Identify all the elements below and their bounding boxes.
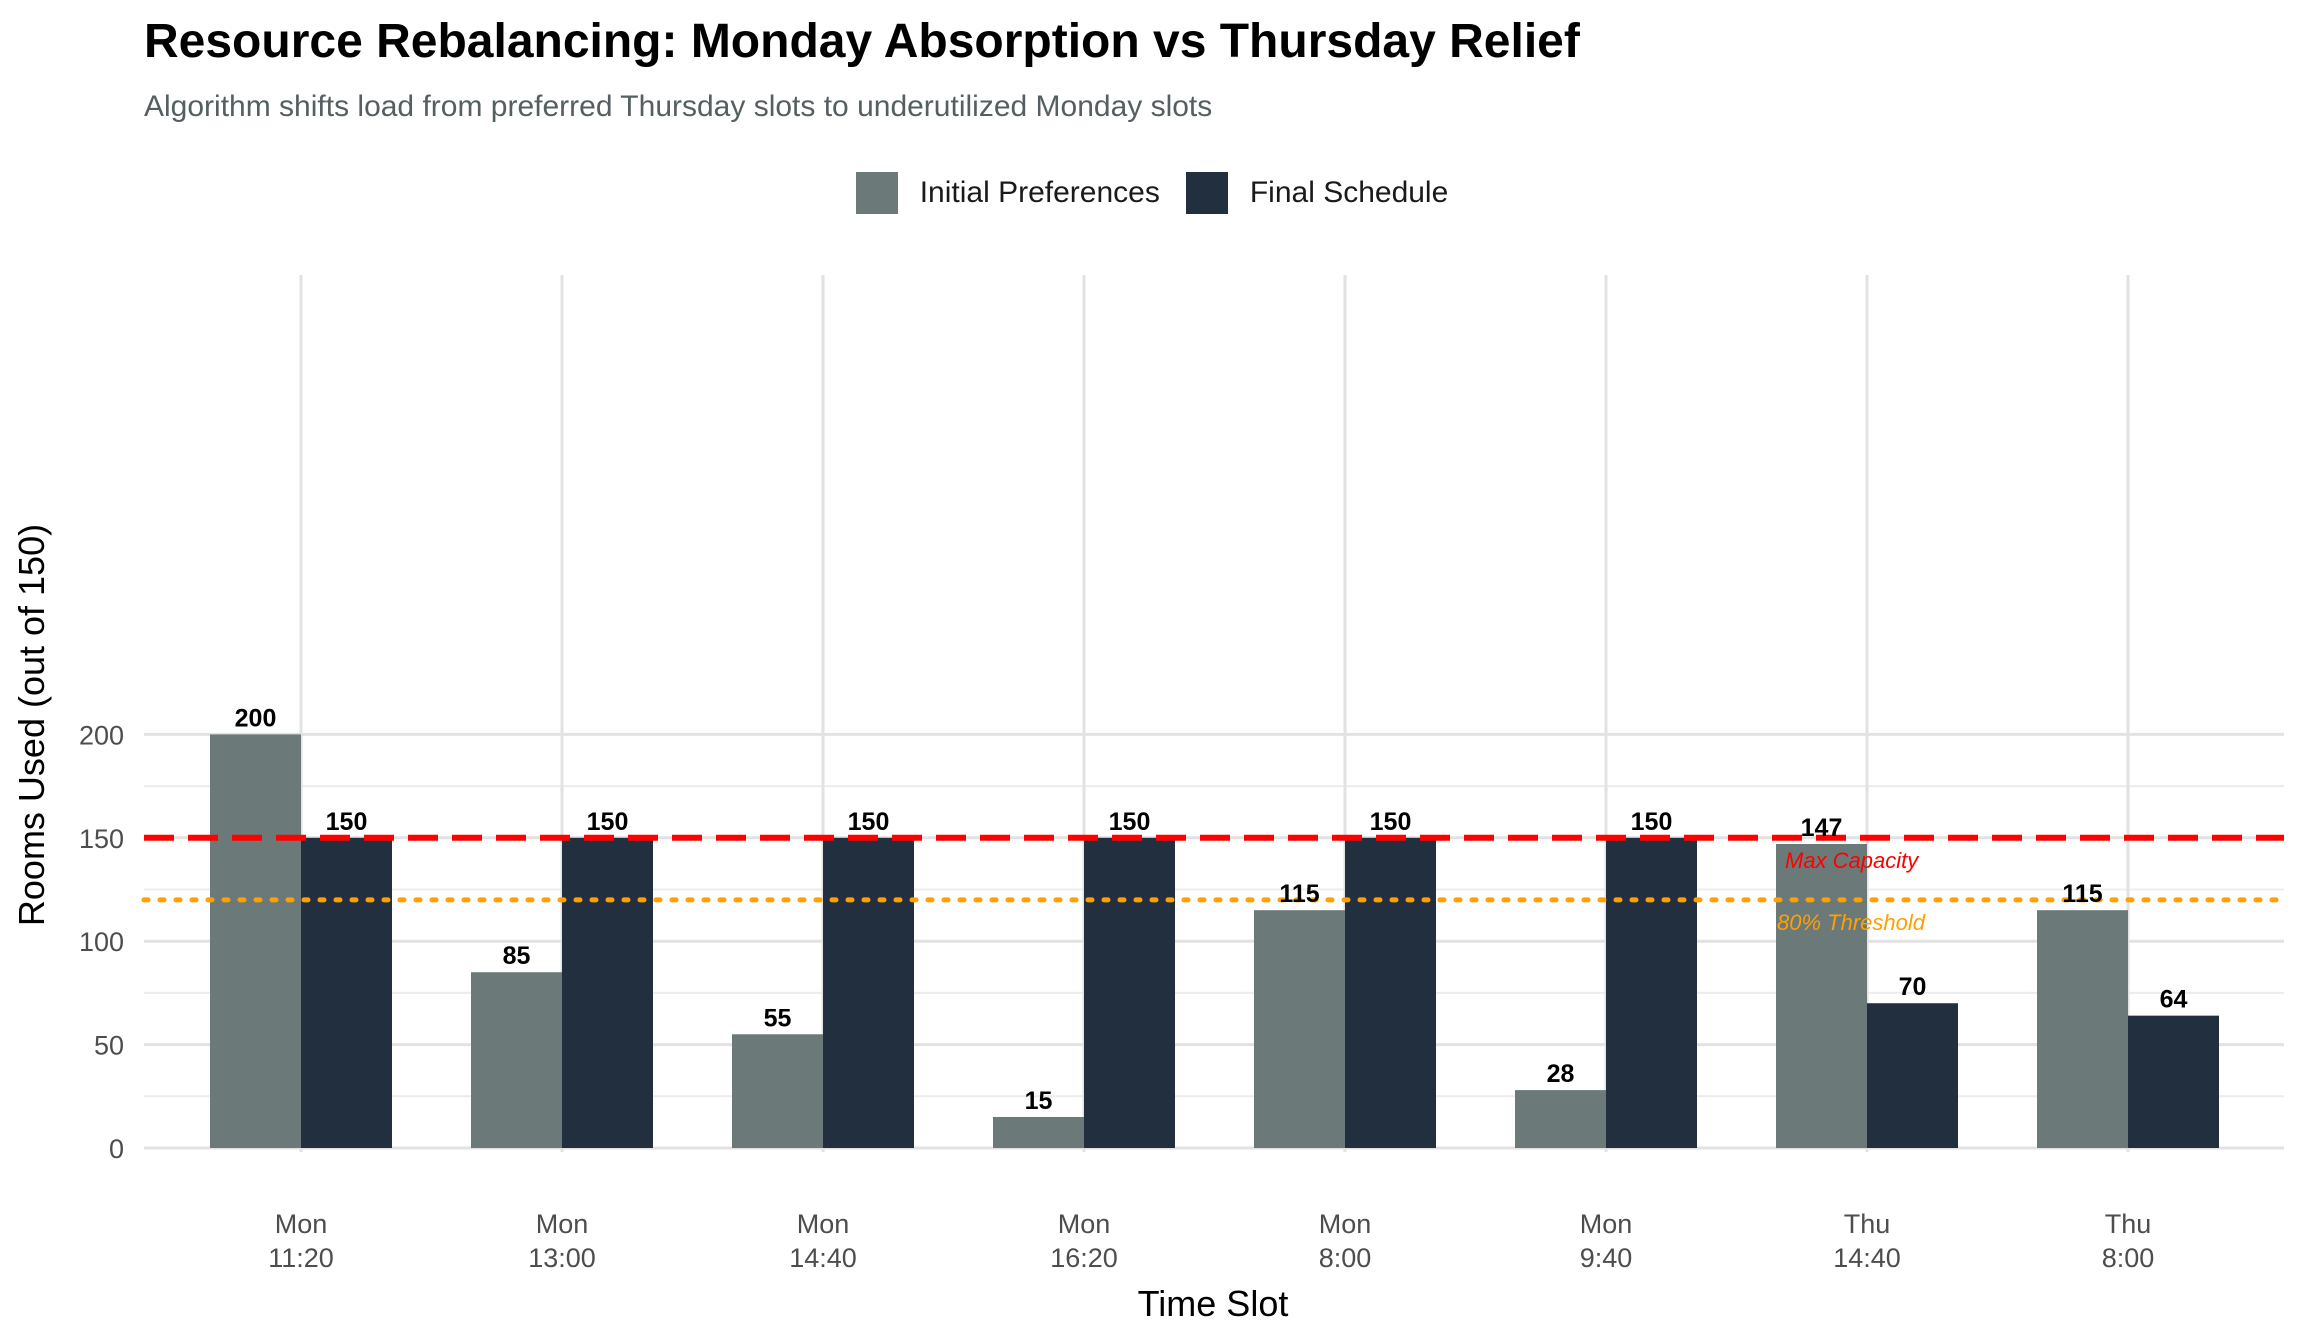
bar-value-label: 150 [848, 808, 890, 836]
chart-subtitle: Algorithm shifts load from preferred Thu… [144, 90, 1213, 123]
y-tick-label: 50 [94, 1031, 124, 1061]
legend-item-initial-preferences: Initial Preferences [855, 172, 1160, 214]
bar [993, 1116, 1084, 1148]
bar-value-label: 150 [1370, 808, 1412, 836]
bar-value-label: 55 [764, 1004, 792, 1032]
bar [1254, 910, 1345, 1148]
bar [1776, 844, 1867, 1148]
x-tick-label: Mon [275, 1209, 328, 1239]
bar [301, 837, 392, 1148]
x-tick-label: Mon [797, 1209, 850, 1239]
bar [1345, 837, 1436, 1148]
bar-value-label: 150 [587, 808, 629, 836]
x-tick-label: 16:20 [1050, 1243, 1118, 1273]
x-tick-label: 9:40 [1580, 1243, 1633, 1273]
x-tick-label: Mon [1058, 1209, 1111, 1239]
y-tick-label: 100 [79, 927, 124, 957]
bar-value-label: 150 [1109, 808, 1151, 836]
bar [732, 1034, 823, 1148]
bar-value-label: 150 [326, 808, 368, 836]
x-tick-label: Thu [2105, 1209, 2152, 1239]
x-tick-label: Mon [1580, 1209, 1633, 1239]
bar-value-label: 64 [2160, 986, 2188, 1014]
x-tick-label: 13:00 [528, 1243, 596, 1273]
x-tick-label: 11:20 [268, 1243, 334, 1273]
legend: Initial Preferences Final Schedule [0, 168, 2304, 218]
legend-swatch-initial-preferences [855, 172, 898, 214]
bar [562, 837, 653, 1148]
x-tick-label: 14:40 [789, 1243, 857, 1273]
axis-labels: 0 50 100 150 200 Mon 11:20 Mon 13:00 Mon 14:40 Mon 1… [79, 720, 2154, 1273]
bar [210, 734, 301, 1148]
x-tick-label: 14:40 [1833, 1243, 1901, 1273]
x-tick-label: 8:00 [1319, 1243, 1372, 1273]
bar [471, 972, 562, 1148]
bar-value-label: 15 [1025, 1087, 1053, 1115]
legend-swatch-final-schedule [1185, 172, 1228, 214]
x-tick-label: 8:00 [2102, 1243, 2155, 1273]
bar-value-label: 200 [235, 704, 277, 732]
bar-value-label: 28 [1547, 1060, 1575, 1088]
bar [823, 837, 914, 1148]
bar [1515, 1090, 1606, 1148]
y-tick-label: 150 [79, 824, 124, 854]
bar-value-label: 115 [2062, 880, 2102, 908]
x-tick-label: Mon [1319, 1209, 1372, 1239]
bar-value-label: 85 [503, 942, 531, 970]
bar [2037, 910, 2128, 1148]
bar [1084, 837, 1175, 1148]
bar [1867, 1003, 1958, 1148]
bar-layer [210, 734, 2219, 1148]
bar-value-labels: 200 150 85 150 55 150 15 150 115 150 28 150 147 70 115… [235, 704, 2188, 1115]
y-tick-label: 200 [79, 720, 124, 750]
chart-title: Resource Rebalancing: Monday Absorption … [144, 15, 1580, 68]
bar [1606, 837, 1697, 1148]
x-tick-label: Thu [1844, 1209, 1891, 1239]
bar-value-label: 147 [1801, 814, 1843, 842]
bar-value-label: 150 [1631, 808, 1673, 836]
bar-value-label: 70 [1899, 973, 1927, 1001]
bar [2128, 1015, 2219, 1148]
legend-label-final-schedule: Final Schedule [1249, 176, 1449, 209]
y-axis-title: Rooms Used (out of 150) [11, 524, 52, 926]
x-axis-title: Time Slot [1138, 1283, 1289, 1324]
bar-value-label: 115 [1279, 880, 1319, 908]
reference-lines: Max Capacity 80% Threshold [141, 834, 2287, 935]
max-capacity-label: Max Capacity [1785, 848, 1920, 873]
y-tick-label: 0 [109, 1134, 124, 1164]
legend-label-initial-preferences: Initial Preferences [919, 176, 1160, 209]
legend-item-final-schedule: Final Schedule [1185, 172, 1449, 214]
x-tick-label: Mon [536, 1209, 589, 1239]
grid-layer [144, 275, 2284, 1152]
threshold-label: 80% Threshold [1777, 910, 1926, 935]
